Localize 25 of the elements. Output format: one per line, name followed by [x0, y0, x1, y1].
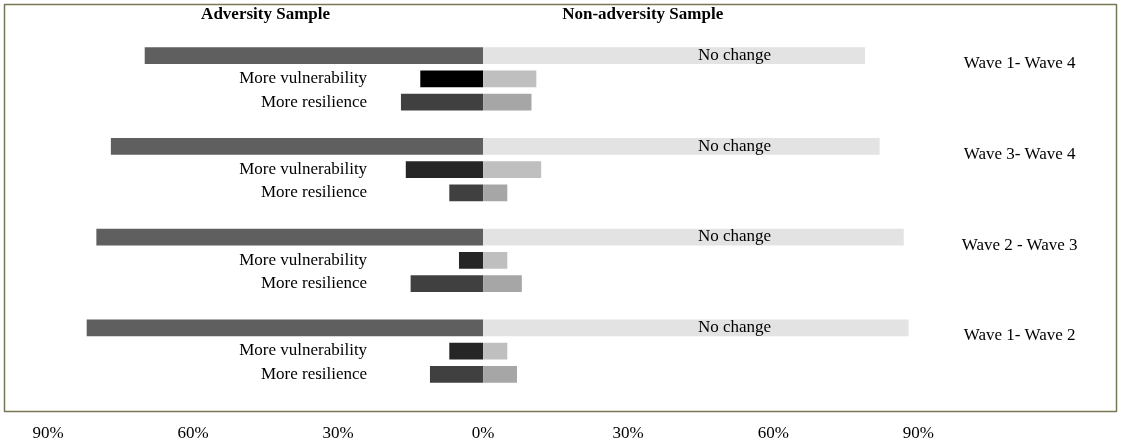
y-tick-label: More vulnerability	[239, 158, 368, 178]
y-tick-label: More resilience	[260, 363, 368, 383]
x-tick-label: 0%	[471, 422, 495, 442]
y-tick-label: More vulnerability	[239, 340, 368, 360]
x-tick-label: 60%	[177, 422, 209, 442]
annotation: Wave 3- Wave 4	[963, 143, 1076, 163]
y-tick-label: More vulnerability	[239, 68, 368, 88]
annotation: Wave 1- Wave 2	[963, 325, 1076, 345]
y-tick-label: More vulnerability	[239, 249, 368, 269]
y-tick-label: More resilience	[260, 91, 368, 111]
y-tick-label: No change	[697, 135, 772, 155]
series-label: Non-adversity Sample	[562, 4, 724, 24]
y-tick-label: No change	[697, 45, 772, 64]
x-tick-label: 30%	[322, 422, 354, 442]
series-label: Adversity Sample	[201, 4, 331, 24]
y-tick-label: More resilience	[260, 272, 368, 292]
y-tick-label: No change	[697, 317, 772, 337]
x-tick-label: 30%	[612, 422, 644, 442]
y-tick-label: More resilience	[260, 182, 368, 202]
x-tick-label: 60%	[757, 422, 789, 442]
y-tick-label: No change	[697, 226, 772, 246]
annotation: Wave 1- Wave 4	[963, 53, 1076, 73]
x-tick-label: 90%	[902, 422, 934, 442]
x-tick-label: 90%	[32, 422, 64, 442]
annotation: Wave 2 - Wave 3	[961, 234, 1078, 254]
